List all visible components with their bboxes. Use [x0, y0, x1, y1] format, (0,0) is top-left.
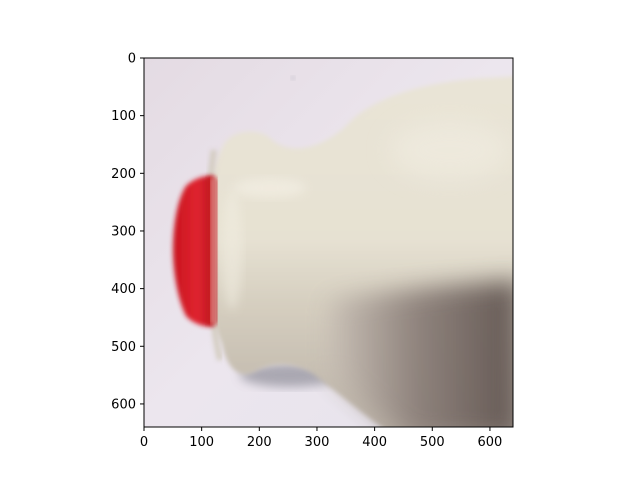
y-axis: 0 100 200 300 400 500 600	[111, 52, 144, 412]
x-tick-label: 500	[420, 435, 445, 450]
y-tick-label: 300	[111, 224, 136, 239]
y-tick-label: 400	[111, 282, 136, 297]
x-tick-label: 300	[305, 435, 330, 450]
x-tick-label: 0	[140, 435, 148, 450]
y-tick-label: 600	[111, 397, 136, 412]
x-axis: 0 100 200 300 400 500 600	[140, 427, 502, 450]
x-tick-label: 400	[362, 435, 387, 450]
y-tick-label: 100	[111, 109, 136, 124]
y-tick-label: 200	[111, 167, 136, 182]
x-tick-label: 100	[189, 435, 214, 450]
photo-image	[144, 58, 513, 427]
y-tick-label: 500	[111, 340, 136, 355]
x-tick-label: 200	[247, 435, 272, 450]
x-tick-label: 600	[478, 435, 503, 450]
y-tick-label: 0	[128, 52, 136, 67]
axes-frame	[143, 57, 514, 428]
